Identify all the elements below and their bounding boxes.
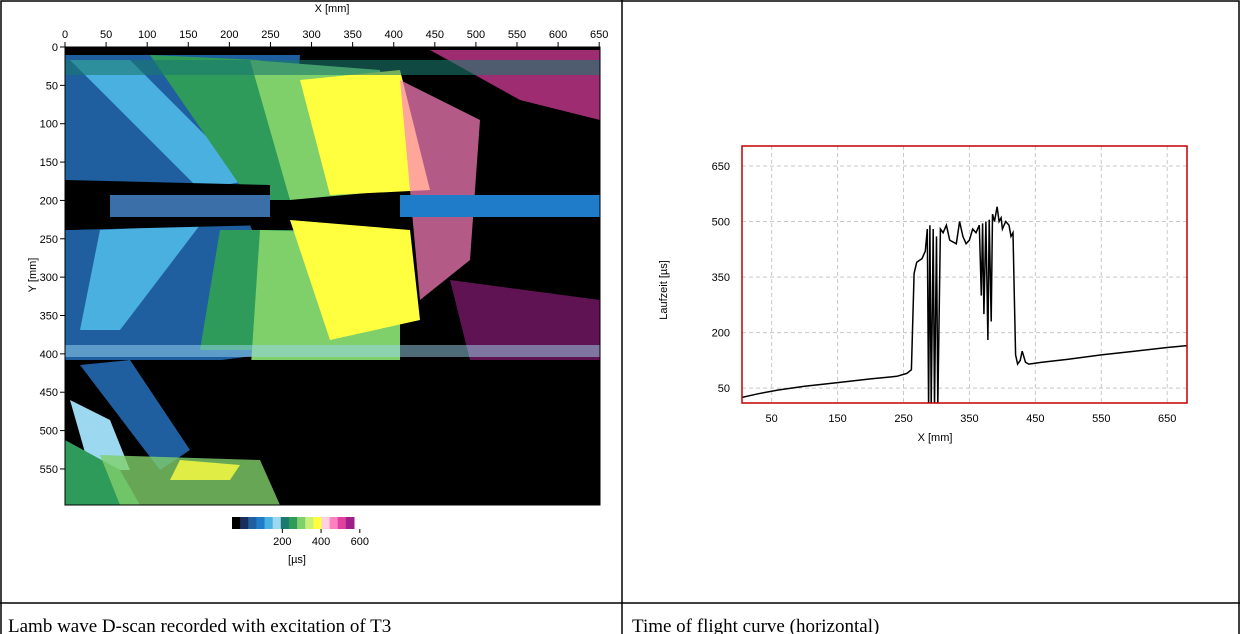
y-tick-label: 400 [40, 349, 58, 361]
y-tick-label: 350 [40, 311, 58, 323]
plot-frame [741, 145, 1188, 404]
x-tick-label: 400 [385, 29, 403, 41]
colorbar-swatch [248, 517, 257, 529]
y-axis-label: Y [mm] [27, 258, 39, 293]
colorbar-label: [µs] [288, 554, 306, 566]
y-tick-label: 650 [712, 161, 730, 173]
colorbar-swatch [288, 517, 298, 529]
y-tick-label: 500 [712, 217, 730, 229]
series-line [742, 206, 1187, 403]
x-tick-label: 450 [426, 29, 444, 41]
caption: Time of flight curve (horizontal) [632, 616, 879, 634]
y-axis-label: Laufzeit [µs] [658, 260, 670, 320]
y-tick-label: 200 [40, 195, 58, 207]
y-tick-label: 250 [40, 234, 58, 246]
x-axis-label: X [mm] [918, 432, 953, 444]
colorbar-swatch [232, 517, 241, 529]
x-tick-label: 0 [62, 29, 68, 41]
colorbar-swatch [329, 517, 339, 529]
colorbar-swatch [256, 517, 266, 529]
y-tick-label: 350 [712, 272, 730, 284]
colorbar-tick-label: 200 [273, 536, 291, 548]
colorbar-swatch [297, 517, 306, 529]
y-tick-label: 300 [40, 272, 58, 284]
colorbar-swatch [272, 517, 282, 529]
x-tick-label: 200 [220, 29, 238, 41]
x-tick-label: 650 [1158, 413, 1176, 425]
x-tick-label: 150 [828, 413, 846, 425]
y-tick-label: 550 [40, 464, 58, 476]
x-tick-label: 100 [138, 29, 156, 41]
colorbar-swatch [240, 517, 249, 529]
y-tick-label: 500 [40, 426, 58, 438]
x-tick-label: 50 [100, 29, 112, 41]
plot-frame [64, 46, 601, 506]
x-tick-label: 550 [1092, 413, 1110, 425]
x-tick-label: 650 [590, 29, 608, 41]
colorbar-swatch [321, 517, 331, 529]
colorbar-swatch [345, 517, 355, 529]
y-tick-label: 200 [712, 328, 730, 340]
x-tick-label: 350 [960, 413, 978, 425]
x-tick-label: 300 [302, 29, 320, 41]
y-tick-label: 0 [52, 42, 58, 54]
x-tick-label: 550 [508, 29, 526, 41]
x-axis-label: X [mm] [315, 3, 350, 15]
caption: Lamb wave D-scan recorded with excitatio… [8, 616, 391, 634]
y-tick-label: 50 [718, 383, 730, 395]
y-tick-label: 50 [46, 80, 58, 92]
x-tick-label: 600 [549, 29, 567, 41]
y-tick-label: 150 [40, 157, 58, 169]
plot-area [742, 206, 1187, 403]
colorbar-swatch [264, 517, 274, 529]
x-tick-label: 250 [261, 29, 279, 41]
colorbar-swatch [305, 517, 314, 529]
x-tick-label: 450 [1026, 413, 1044, 425]
x-tick-label: 350 [343, 29, 361, 41]
y-tick-label: 450 [40, 387, 58, 399]
colorbar-swatch [313, 517, 322, 529]
colorbar-swatch [337, 517, 347, 529]
colorbar-tick-label: 400 [312, 536, 330, 548]
dscan-image [65, 47, 600, 505]
colorbar-tick-label: 600 [351, 536, 369, 548]
x-tick-label: 500 [467, 29, 485, 41]
x-tick-label: 250 [894, 413, 912, 425]
x-tick-label: 50 [766, 413, 778, 425]
x-tick-label: 150 [179, 29, 197, 41]
colorbar-swatch [280, 517, 290, 529]
y-tick-label: 100 [40, 119, 58, 131]
